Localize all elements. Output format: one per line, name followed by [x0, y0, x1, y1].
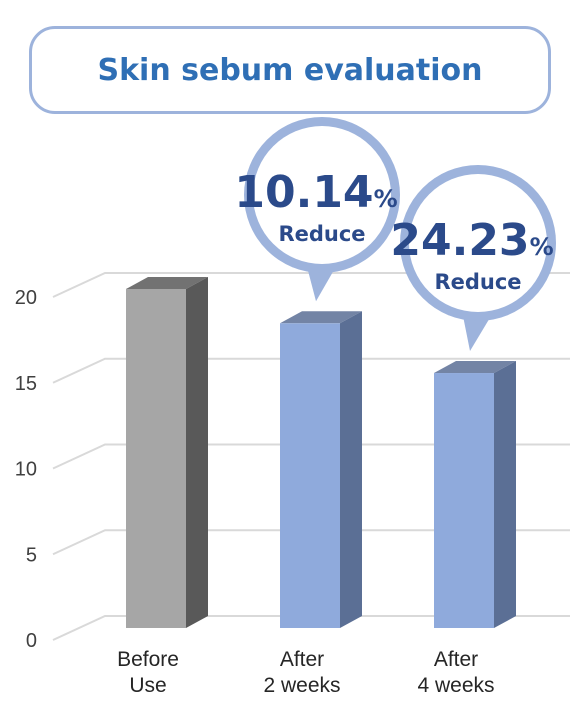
callout-value: 10.14% [234, 167, 397, 218]
bar-side [186, 277, 208, 628]
y-tick-label: 5 [26, 544, 37, 566]
bar [280, 311, 362, 628]
bar [126, 277, 208, 628]
gridlines [52, 272, 570, 641]
x-category-label-line: Before [117, 648, 179, 671]
callout-pointer [462, 311, 494, 352]
gridline [52, 443, 570, 470]
callout-bubble: 10.14% Reduce [234, 117, 400, 302]
gridline [52, 615, 570, 641]
x-category-label: After 4 weeks [417, 648, 494, 697]
callout-inner [409, 174, 547, 312]
bar-front [126, 289, 186, 628]
x-category-label: Before Use [117, 648, 179, 697]
bar-top [434, 361, 516, 374]
chart-title-box: Skin sebum evaluation [29, 26, 551, 114]
callout-value-unit: % [374, 185, 398, 213]
bar-front [280, 323, 340, 628]
callout-value: 24.23% [390, 215, 553, 266]
callout-value-number: 10.14 [234, 167, 373, 218]
bar-side [340, 311, 362, 628]
callout-value-number: 24.23 [390, 215, 529, 266]
x-category-label-line: After [434, 648, 478, 671]
bar-front [434, 373, 494, 628]
y-tick-label: 20 [15, 287, 37, 309]
bar-top [280, 311, 362, 324]
callout-inner [253, 126, 391, 264]
bar [434, 361, 516, 628]
x-category-label-line: 4 weeks [417, 674, 494, 697]
y-tick-label: 10 [15, 459, 37, 481]
callout-bubble: 24.23% Reduce [390, 165, 556, 352]
gridline [52, 357, 570, 384]
callout-value-unit: % [530, 233, 554, 261]
callout-label: Reduce [278, 222, 365, 246]
bar-side [494, 361, 516, 628]
x-category-label-line: After [280, 648, 324, 671]
gridline [52, 529, 570, 556]
bar-top [126, 277, 208, 289]
x-category-label-line: Use [129, 674, 166, 697]
y-tick-label: 15 [15, 373, 37, 395]
x-category-label-line: 2 weeks [263, 674, 340, 697]
callout-label: Reduce [434, 270, 521, 294]
chart-title: Skin sebum evaluation [97, 52, 483, 88]
x-category-label: After 2 weeks [263, 648, 340, 697]
y-tick-label: 0 [26, 630, 37, 652]
